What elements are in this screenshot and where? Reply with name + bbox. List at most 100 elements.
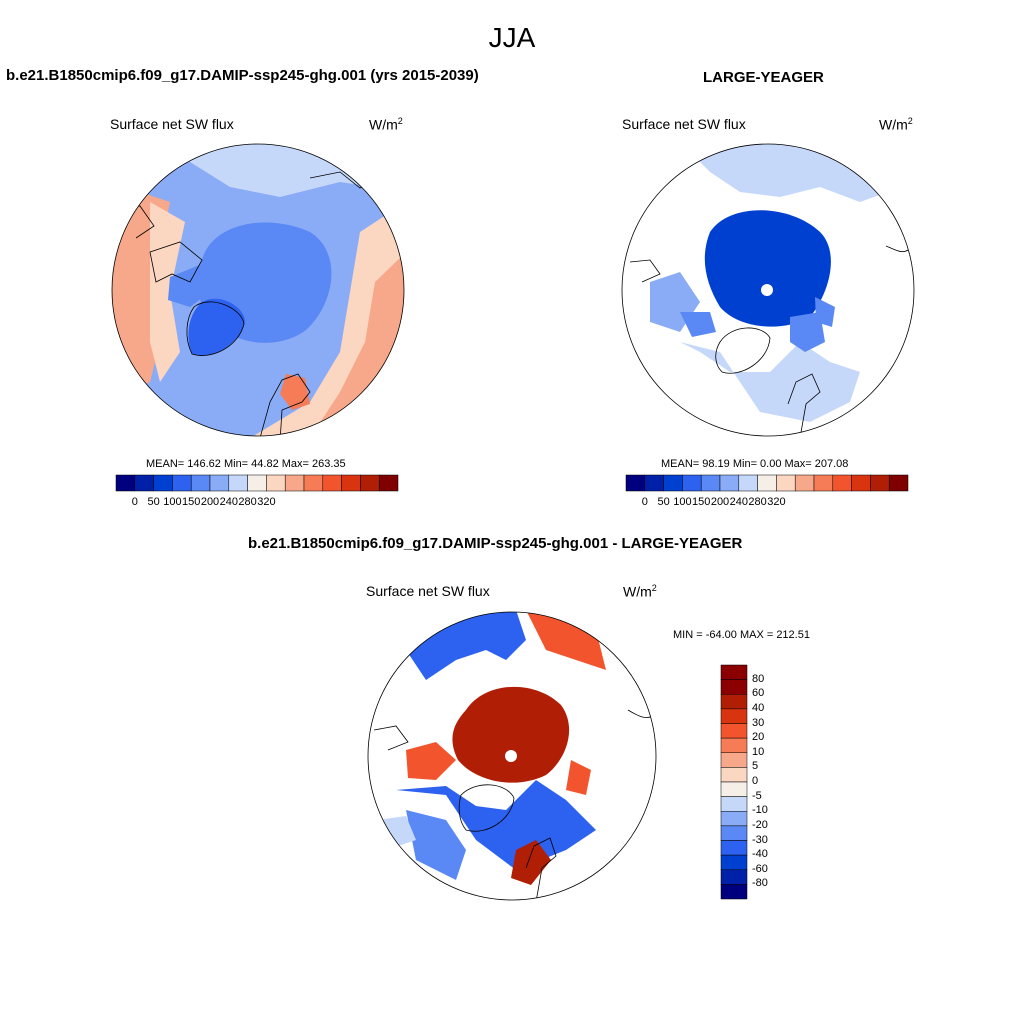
panel1-colorbar-tick-label: 320 xyxy=(257,496,276,508)
panel3-colorbar-bin xyxy=(720,694,748,710)
panel2-colorbar-bin xyxy=(888,474,909,492)
panel3-colorbar-bin xyxy=(720,723,748,739)
panel3-colorbar-bin xyxy=(720,679,748,695)
panel3-colorbar-tick-label: 20 xyxy=(752,731,765,744)
panel3-colorbar-tick-label: 80 xyxy=(752,672,765,685)
panel3-colorbar-tick-label: 60 xyxy=(752,687,765,700)
panel2-colorbar-tick-label: 240 xyxy=(729,496,748,508)
panel2-colorbar-tick-label: 100 xyxy=(673,496,692,508)
panel2-variable-label: Surface net SW flux xyxy=(622,116,746,132)
panel3-colorbar-tick-label: 0 xyxy=(752,775,759,787)
panel3-colorbar-bin xyxy=(720,737,748,753)
panel1-colorbar-bin xyxy=(378,474,399,492)
panel2-colorbar-bin xyxy=(776,474,796,492)
panel2-colorbar-ticks: 0 50 100 150 200 240 280 320 xyxy=(626,496,908,510)
panel2-colorbar-bin xyxy=(870,474,890,492)
panel3-colorbar-tick-label: -20 xyxy=(752,818,768,831)
panel3-colorbar-tick-label: -60 xyxy=(752,862,768,875)
panel1-colorbar-tick-label: 240 xyxy=(219,496,238,508)
panel2-colorbar-bin xyxy=(832,474,852,492)
panel1-variable-label: Surface net SW flux xyxy=(110,116,234,132)
map2-boundary xyxy=(621,143,915,437)
panel2-colorbar-bin xyxy=(644,474,664,492)
panel3-colorbar-bin xyxy=(720,781,748,797)
map2-ocean xyxy=(680,342,860,422)
panel2-colorbar-bin xyxy=(700,474,721,492)
panel3-colorbar-bin xyxy=(720,884,748,900)
panel2-colorbar-tick-label: 200 xyxy=(710,496,730,508)
panel1-colorbar-tick-label: 280 xyxy=(238,496,257,508)
panel3-colorbar-bin xyxy=(720,796,748,812)
panel1-colorbar-bin xyxy=(115,474,136,492)
panel1-colorbar-tick-label: 50 xyxy=(147,496,160,508)
panel2-colorbar-bin xyxy=(682,474,702,492)
panel3-title: b.e21.B1850cmip6.f09_g17.DAMIP-ssp245-gh… xyxy=(248,535,743,552)
map2-arctic xyxy=(704,210,831,327)
panel2-colorbar-bin xyxy=(738,474,758,492)
map-panel3-difference-polar xyxy=(367,611,657,901)
panel2-colorbar-tick-label: 150 xyxy=(692,496,711,508)
map3-boundary xyxy=(367,611,657,901)
panel1-colorbar-bin xyxy=(209,474,230,492)
panel2-colorbar xyxy=(625,474,909,492)
panel2-colorbar-bin xyxy=(663,474,683,492)
panel3-colorbar-bin xyxy=(720,869,748,885)
panel3-colorbar-bin xyxy=(720,854,748,870)
map-panel1-polar xyxy=(111,143,405,437)
panel1-units-label: W/m2 xyxy=(369,116,403,133)
panel2-colorbar-bin xyxy=(719,474,740,492)
panel1-colorbar-tick-label: 200 xyxy=(200,496,220,508)
panel2-colorbar-tick-label: 320 xyxy=(767,496,786,508)
panel3-colorbar-bin xyxy=(720,752,748,768)
panel1-colorbar-bin xyxy=(341,474,361,492)
panel3-colorbar-bin xyxy=(720,664,748,680)
panel3-colorbar-bin xyxy=(720,825,748,841)
panel3-colorbar-tick-label: 40 xyxy=(752,701,765,714)
panel3-colorbar-tick-label: -40 xyxy=(752,848,768,861)
panel1-colorbar xyxy=(115,474,399,492)
panel3-variable-label: Surface net SW flux xyxy=(366,583,490,599)
panel1-colorbar-bin xyxy=(322,474,342,492)
panel1-colorbar-bin xyxy=(190,474,211,492)
panel1-colorbar-tick-label: 100 xyxy=(163,496,182,508)
panel3-colorbar-bin xyxy=(720,708,748,724)
panel2-colorbar-bin xyxy=(851,474,871,492)
panel2-colorbar-tick-label: 0 xyxy=(641,496,648,508)
map1-greenland xyxy=(188,298,245,356)
panel1-colorbar-tick-label: 0 xyxy=(131,496,138,508)
map3-arctic xyxy=(452,686,570,783)
map1-boundary xyxy=(111,143,405,437)
panel2-colorbar-tick-label: 280 xyxy=(748,496,767,508)
panel1-colorbar-bin xyxy=(266,474,286,492)
panel3-colorbar-tick-label: -10 xyxy=(752,804,768,817)
panel3-colorbar-tick-label: -30 xyxy=(752,833,768,846)
panel2-colorbar-bin xyxy=(757,474,777,492)
panel1-colorbar-tick-label: 150 xyxy=(182,496,201,508)
panel1-colorbar-bin xyxy=(284,474,305,492)
panel3-stats: MIN = -64.00 MAX = 212.51 xyxy=(673,629,810,641)
panel1-title: b.e21.B1850cmip6.f09_g17.DAMIP-ssp245-gh… xyxy=(6,67,479,84)
panel2-colorbar-bin xyxy=(794,474,815,492)
panel3-colorbar-tick-label: -5 xyxy=(752,789,762,802)
panel1-colorbar-ticks: 0 50 100 150 200 240 280 320 xyxy=(116,496,398,510)
panel1-colorbar-bin xyxy=(360,474,380,492)
panel3-colorbar-ticks: 80 60 40 30 20 10 5 0 -5 -10 -20 -30 -40 -60 -80 xyxy=(752,665,792,899)
main-title: JJA xyxy=(488,22,536,53)
panel3-colorbar-tick-label: 30 xyxy=(752,716,765,729)
panel3-colorbar-tick-label: 5 xyxy=(752,760,759,773)
panel3-colorbar-bin xyxy=(720,840,748,856)
panel1-colorbar-bin xyxy=(172,474,192,492)
panel3-colorbar-tick-label: 10 xyxy=(752,745,765,758)
panel3-colorbar-tick-label: -80 xyxy=(752,877,768,890)
panel3-units-label: W/m2 xyxy=(623,583,657,600)
panel3-colorbar xyxy=(720,664,748,900)
panel2-colorbar-bin xyxy=(625,474,646,492)
panel1-colorbar-bin xyxy=(153,474,173,492)
panel2-title: LARGE-YEAGER xyxy=(703,69,824,86)
panel1-colorbar-bin xyxy=(303,474,324,492)
map-panel2-polar xyxy=(621,143,915,437)
panel2-units-label: W/m2 xyxy=(879,116,913,133)
panel1-colorbar-bin xyxy=(247,474,267,492)
panel1-stats: MEAN= 146.62 Min= 44.82 Max= 263.35 xyxy=(146,458,346,470)
panel2-colorbar-bin xyxy=(813,474,834,492)
